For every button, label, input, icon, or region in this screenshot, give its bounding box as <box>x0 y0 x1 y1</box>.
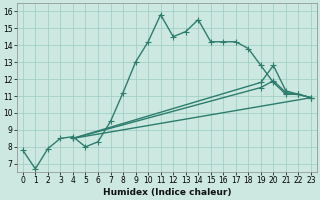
X-axis label: Humidex (Indice chaleur): Humidex (Indice chaleur) <box>103 188 231 197</box>
